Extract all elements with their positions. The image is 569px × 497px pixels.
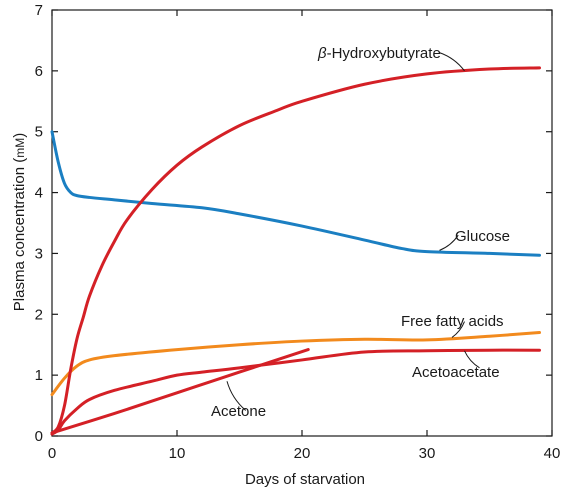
series-acetone bbox=[50, 348, 310, 435]
series-free-fatty-acids bbox=[50, 331, 541, 397]
series-layer bbox=[50, 66, 541, 436]
y-tick-label: 6 bbox=[35, 63, 43, 80]
y-tick-label: 7 bbox=[35, 2, 43, 19]
y-tick-label: 5 bbox=[35, 124, 43, 141]
x-tick-label: 0 bbox=[48, 445, 56, 462]
label-free-fatty-acids: Free fatty acids bbox=[401, 313, 504, 330]
y-tick-label: 3 bbox=[35, 245, 43, 262]
y-tick-label: 0 bbox=[35, 428, 43, 445]
y-axis-title: Plasma concentration (mM) bbox=[11, 133, 28, 311]
series-acetoacetate bbox=[50, 348, 541, 436]
x-tick-label: 30 bbox=[419, 445, 436, 462]
series-beta-hydroxybutyrate bbox=[50, 66, 541, 435]
label-glucose: Glucose bbox=[455, 228, 510, 245]
leader-line bbox=[464, 350, 480, 369]
leader-line bbox=[451, 321, 465, 338]
x-tick-label: 20 bbox=[294, 445, 311, 462]
leader-line bbox=[226, 381, 247, 411]
x-tick-label: 10 bbox=[169, 445, 186, 462]
x-tick-label: 40 bbox=[544, 445, 561, 462]
y-tick-label: 1 bbox=[35, 367, 43, 384]
label-leaders bbox=[226, 52, 480, 411]
label-acetone: Acetone bbox=[211, 403, 266, 420]
leader-line bbox=[439, 52, 465, 72]
y-tick-label: 4 bbox=[35, 185, 43, 202]
leader-line bbox=[439, 234, 459, 251]
series-glucose bbox=[50, 130, 541, 257]
label-acetoacetate: Acetoacetate bbox=[412, 364, 500, 381]
y-tick-label: 2 bbox=[35, 306, 43, 323]
x-axis-title: Days of starvation bbox=[245, 471, 365, 488]
label-beta-hydroxybutyrate: β-Hydroxybutyrate bbox=[317, 45, 441, 62]
axes: 0 10 20 30 40 0 1 2 3 4 5 6 7 bbox=[35, 2, 561, 462]
